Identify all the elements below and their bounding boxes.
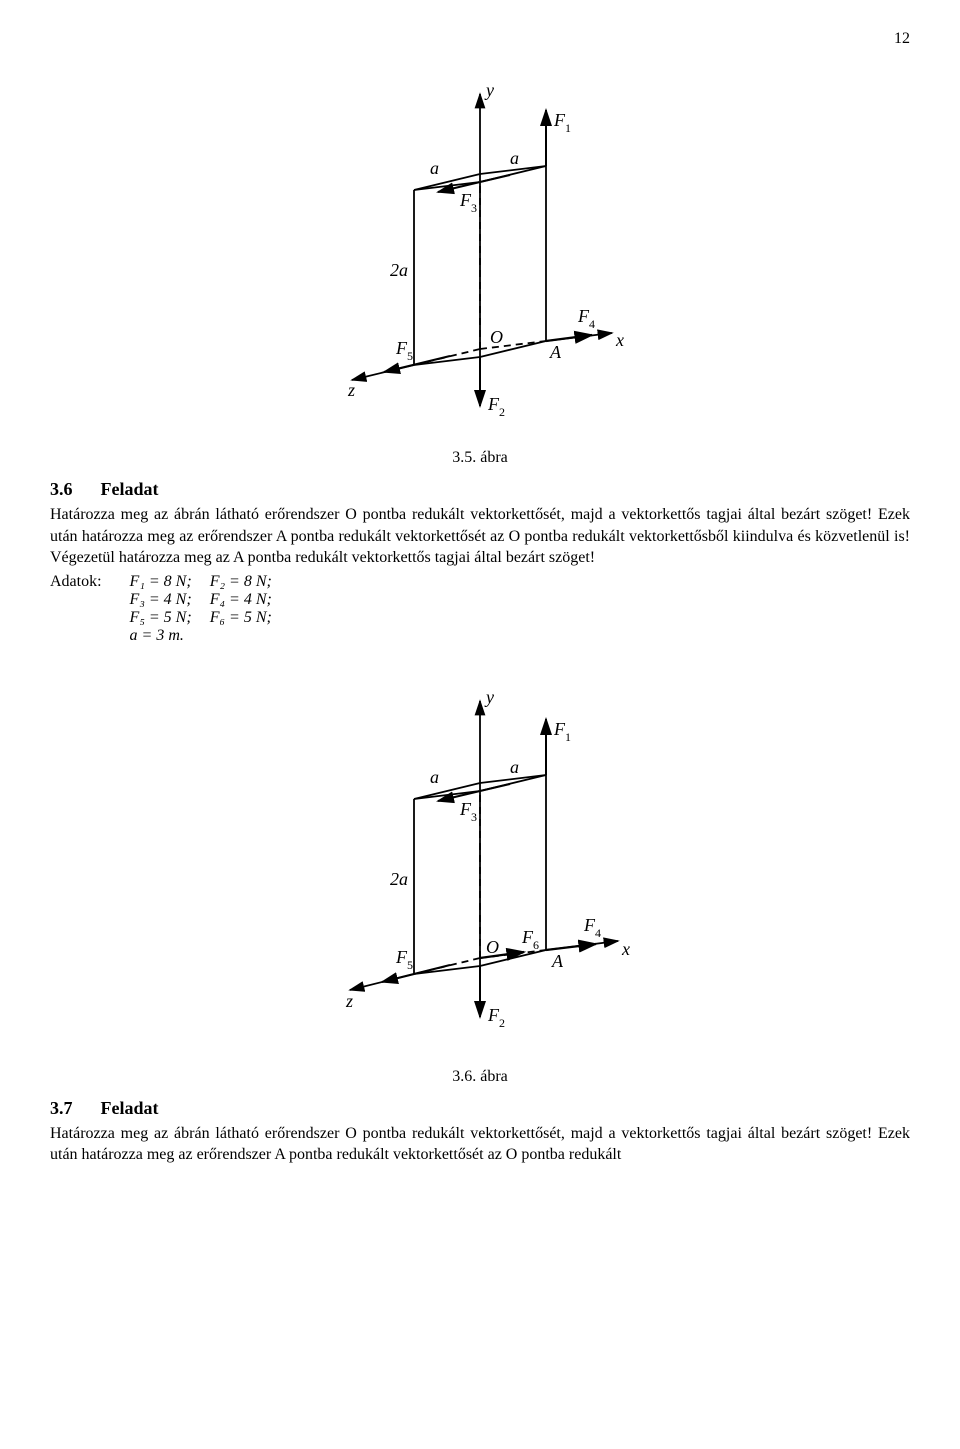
section-1-heading: 3.6 Feladat [50,479,910,500]
axis-y-label: y [484,80,494,100]
force-F4-2: F4 [583,915,601,940]
axis-x-label-2: x [621,939,630,959]
section-2-paragraph: Határozza meg az ábrán látható erőrendsz… [50,1123,910,1166]
dim-2a-2: 2a [390,869,408,889]
figure-2: y x z a a 2a O A F1 F2 F3 F4 F5 F6 [50,653,910,1058]
axis-z-label-2: z [345,991,353,1011]
section-2-title: Feladat [101,1098,159,1118]
figure-1-caption: 3.5. ábra [50,449,910,467]
section-1-title: Feladat [101,479,159,499]
force-F2-2: F2 [487,1005,505,1030]
data-r2c1: F₆ = 5 N; [210,609,290,627]
point-A-2: A [551,951,564,971]
point-A: A [549,342,562,362]
dim-a1: a [430,158,439,178]
dim-a2-2: a [510,757,519,777]
page-number: 12 [50,30,910,48]
force-F3-2: F3 [459,799,477,824]
data-r1c1: F₄ = 4 N; [210,591,290,609]
section-1-data: Adatok: F₁ = 8 N; F₂ = 8 N; F₃ = 4 N; F₄… [50,573,910,645]
data-r1c0: F₃ = 4 N; [130,591,210,609]
force-F1-2: F1 [553,719,571,744]
point-O: O [490,327,503,347]
data-r3c0: a = 3 m. [130,627,210,645]
axis-z-label: z [347,380,355,400]
data-r2c0: F₅ = 5 N; [130,609,210,627]
data-label: Adatok: [50,573,130,591]
point-O-2: O [486,937,499,957]
section-2-number: 3.7 [50,1098,96,1119]
axis-y-label-2: y [484,687,494,707]
figure-1: y x z a a 2a O A F1 F2 F3 F4 F5 [50,54,910,439]
figure-2-svg: y x z a a 2a O A F1 F2 F3 F4 F5 F6 [300,653,660,1053]
section-2-heading: 3.7 Feladat [50,1098,910,1119]
figure-1-svg: y x z a a 2a O A F1 F2 F3 F4 F5 [300,54,660,434]
figure-2-caption: 3.6. ábra [50,1068,910,1086]
section-1-number: 3.6 [50,479,96,500]
section-1-paragraph: Határozza meg az ábrán látható erőrendsz… [50,504,910,569]
dim-a2: a [510,148,519,168]
axis-x-label: x [615,330,624,350]
data-r3c1 [210,627,290,645]
dim-a1-2: a [430,767,439,787]
force-F5-2: F5 [395,947,413,972]
data-r0c1: F₂ = 8 N; [210,573,290,591]
dim-2a: 2a [390,260,408,280]
data-r0c0: F₁ = 8 N; [130,573,210,591]
force-F6-2: F6 [521,927,539,952]
